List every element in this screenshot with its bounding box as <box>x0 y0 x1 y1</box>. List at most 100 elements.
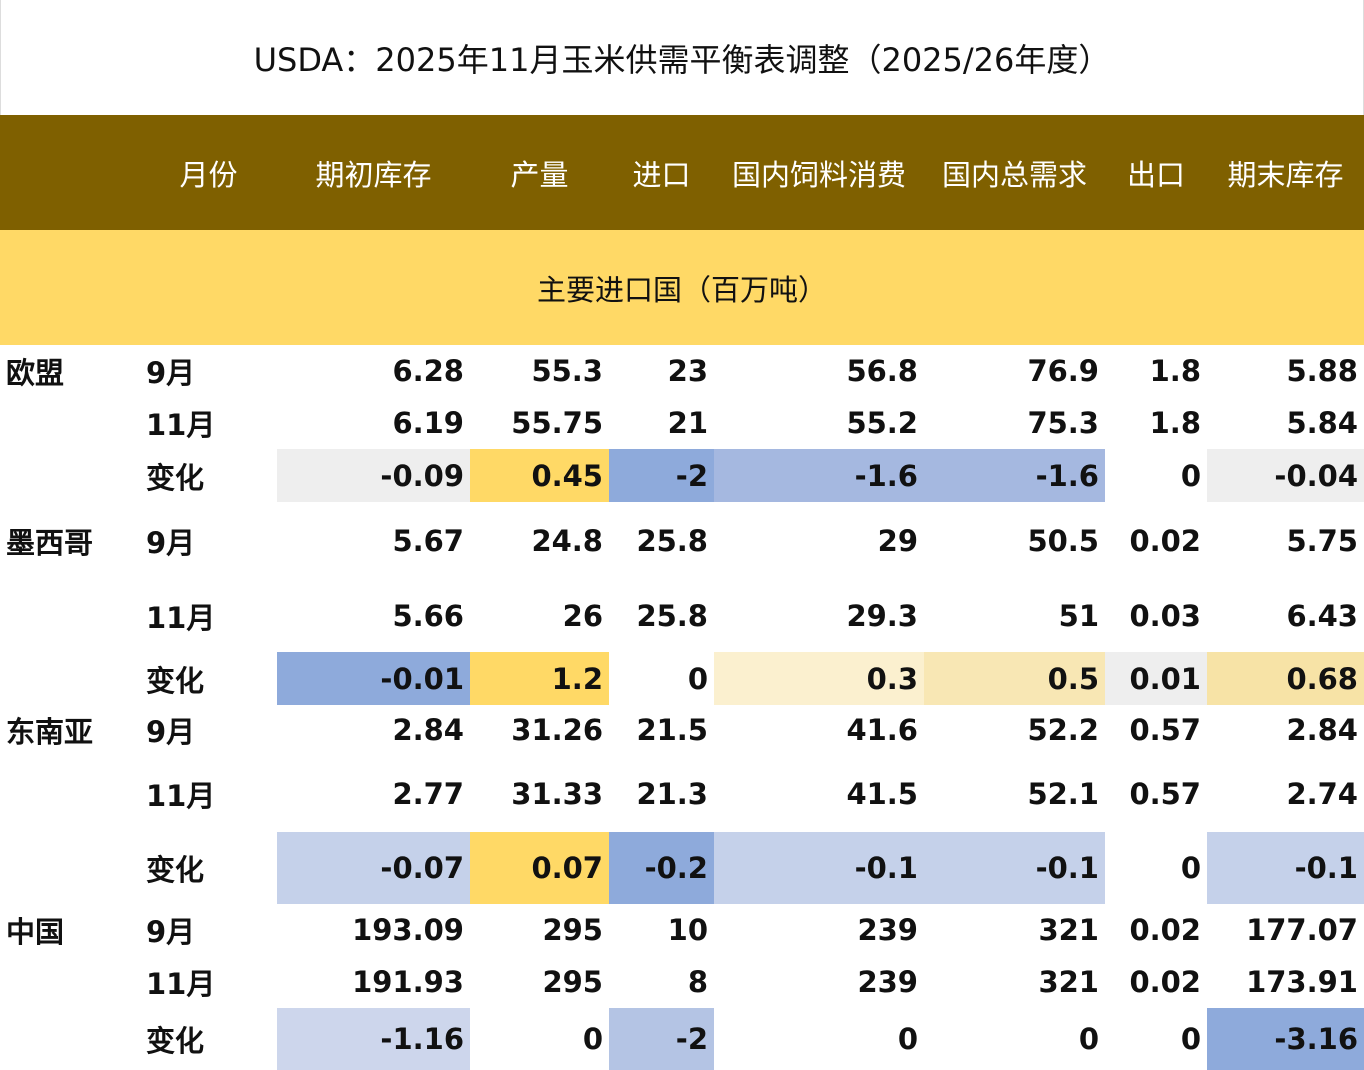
value-cell: 0.01 <box>1105 652 1207 705</box>
header-opening-stock: 期初库存 <box>315 157 432 192</box>
value-cell: 56.8 <box>846 354 918 388</box>
value-cell: 31.26 <box>511 713 603 747</box>
value-cell: 173.91 <box>1246 965 1358 999</box>
value-cell: 0.57 <box>1129 713 1201 747</box>
region-name: 墨西哥 <box>6 525 94 560</box>
value-cell: 239 <box>857 965 918 999</box>
header-ending-stock: 期末库存 <box>1227 157 1344 192</box>
month-label: 11月 <box>146 778 216 813</box>
value-cell: 0.45 <box>470 449 609 502</box>
value-cell: 21.5 <box>636 713 708 747</box>
value-cell: -2 <box>609 1008 714 1070</box>
value-cell: 0 <box>687 661 708 696</box>
value-cell: 6.43 <box>1286 598 1358 633</box>
value-cell: 0.07 <box>470 832 609 904</box>
value-cell: 25.8 <box>636 598 708 633</box>
value-cell: 5.84 <box>1286 406 1358 440</box>
value-cell: 55.75 <box>511 406 603 440</box>
value-cell: -0.2 <box>609 832 714 904</box>
table-row: 变化 -1.16 0 -2 0 0 0 -3.16 <box>0 1008 1364 1070</box>
header-month: 月份 <box>179 157 238 192</box>
value-cell: 2.77 <box>392 776 464 811</box>
value-cell: 0 <box>1180 1022 1201 1056</box>
value-cell: 0.02 <box>1129 913 1201 947</box>
table-row: 11月 5.66 26 25.8 29.3 51 0.03 6.43 <box>0 579 1364 652</box>
header-feed-consumption: 国内饲料消费 <box>731 157 906 192</box>
value-cell: 193.09 <box>352 913 464 947</box>
value-cell: -0.1 <box>924 832 1105 904</box>
table-row: 11月 6.19 55.75 21 55.2 75.3 1.8 5.84 <box>0 397 1364 449</box>
value-cell: 23 <box>667 354 708 388</box>
value-cell: 26 <box>562 598 603 633</box>
month-label: 11月 <box>146 408 216 442</box>
month-label: 9月 <box>146 525 196 560</box>
table-row: 11月 191.93 295 8 239 321 0.02 173.91 <box>0 956 1364 1008</box>
value-cell: 0.5 <box>924 652 1105 705</box>
value-cell: 6.28 <box>392 354 464 388</box>
value-cell: 41.6 <box>846 713 918 747</box>
region-name: 中国 <box>6 915 65 949</box>
value-cell: -1.6 <box>714 449 924 502</box>
value-cell: 191.93 <box>352 965 464 999</box>
value-cell: 50.5 <box>1027 523 1099 558</box>
value-cell: 0 <box>1180 458 1201 493</box>
value-cell: 0 <box>897 1022 918 1056</box>
value-cell: -0.1 <box>714 832 924 904</box>
region-name: 欧盟 <box>6 356 65 390</box>
value-cell: 0.02 <box>1129 965 1201 999</box>
value-cell: 31.33 <box>511 776 603 811</box>
header-blank <box>0 115 140 230</box>
month-label: 9月 <box>146 715 196 749</box>
value-cell: 52.1 <box>1027 776 1099 811</box>
value-cell: -0.1 <box>1207 832 1364 904</box>
month-label: 变化 <box>146 663 205 698</box>
value-cell: 0.02 <box>1129 523 1201 558</box>
table-row: 变化 -0.01 1.2 0 0.3 0.5 0.01 0.68 <box>0 652 1364 705</box>
value-cell: 41.5 <box>846 776 918 811</box>
section-title: 主要进口国（百万吨） <box>0 230 1364 345</box>
value-cell: 21.3 <box>636 776 708 811</box>
value-cell: 5.75 <box>1286 523 1358 558</box>
value-cell: 5.66 <box>392 598 464 633</box>
value-cell: 0 <box>582 1022 603 1056</box>
value-cell: 29.3 <box>846 598 918 633</box>
region-name: 东南亚 <box>6 715 94 749</box>
value-cell: 295 <box>542 965 603 999</box>
value-cell: 0.57 <box>1129 776 1201 811</box>
value-cell: -2 <box>609 449 714 502</box>
value-cell: 177.07 <box>1246 913 1358 947</box>
value-cell: 0.03 <box>1129 598 1201 633</box>
table-row: 中国 9月 193.09 295 10 239 321 0.02 177.07 <box>0 904 1364 956</box>
value-cell: 5.88 <box>1286 354 1358 388</box>
table-row: 欧盟 9月 6.28 55.3 23 56.8 76.9 1.8 5.88 <box>0 345 1364 397</box>
header-import: 进口 <box>632 157 691 192</box>
table-row: 变化 -0.09 0.45 -2 -1.6 -1.6 0 -0.04 <box>0 449 1364 502</box>
value-cell: 0.3 <box>714 652 924 705</box>
value-cell: 76.9 <box>1027 354 1099 388</box>
month-label: 9月 <box>146 356 196 390</box>
month-label: 变化 <box>146 460 205 495</box>
month-label: 11月 <box>146 967 216 1001</box>
value-cell: 52.2 <box>1027 713 1099 747</box>
header-production: 产量 <box>510 157 569 192</box>
header-export: 出口 <box>1126 157 1185 192</box>
value-cell: 239 <box>857 913 918 947</box>
month-label: 9月 <box>146 915 196 949</box>
value-cell: 1.8 <box>1149 406 1201 440</box>
value-cell: -1.16 <box>277 1008 470 1070</box>
value-cell: 0 <box>1078 1022 1099 1056</box>
table-row: 东南亚 9月 2.84 31.26 21.5 41.6 52.2 0.57 2.84 <box>0 705 1364 755</box>
month-label: 11月 <box>146 600 216 635</box>
table-header: 月份 期初库存 产量 进口 国内饲料消费 国内总需求 出口 期末库存 <box>0 115 1364 230</box>
table-row: 墨西哥 9月 5.67 24.8 25.8 29 50.5 0.02 5.75 <box>0 502 1364 579</box>
value-cell: 6.19 <box>392 406 464 440</box>
value-cell: 55.2 <box>846 406 918 440</box>
value-cell: 10 <box>667 913 708 947</box>
value-cell: 295 <box>542 913 603 947</box>
value-cell: 75.3 <box>1027 406 1099 440</box>
value-cell: 2.84 <box>1286 713 1358 747</box>
page-title: USDA：2025年11月玉米供需平衡表调整（2025/26年度） <box>0 0 1364 115</box>
value-cell: 55.3 <box>531 354 603 388</box>
value-cell: 2.74 <box>1286 776 1358 811</box>
